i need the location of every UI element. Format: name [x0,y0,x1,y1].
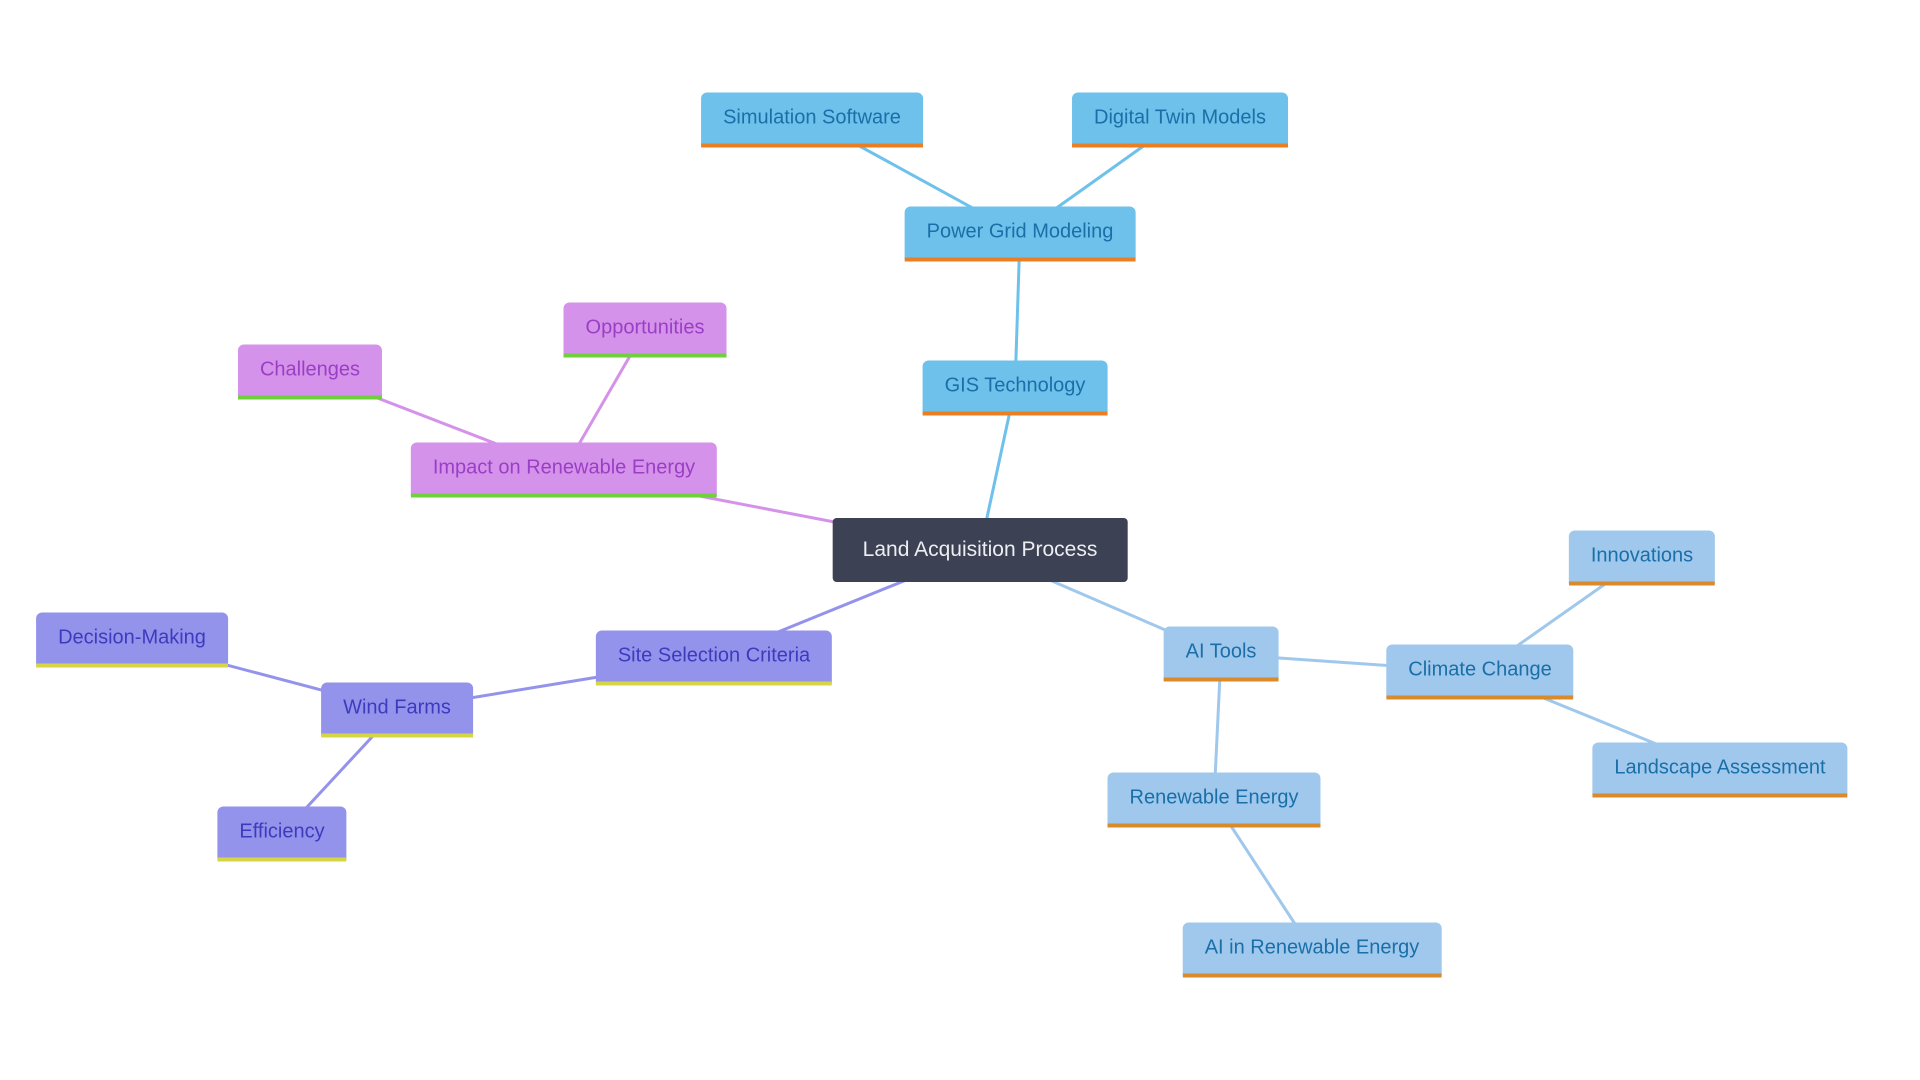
node-renewable-energy: Renewable Energy [1108,773,1321,828]
node-ai-in-renewable-energy: AI in Renewable Energy [1183,923,1442,978]
node-efficiency: Efficiency [217,807,346,862]
node-ai-tools: AI Tools [1164,627,1279,682]
node-opportunities: Opportunities [564,303,727,358]
node-decision-making: Decision-Making [36,613,228,668]
node-digital-twin-models: Digital Twin Models [1072,93,1288,148]
node-wind-farms: Wind Farms [321,683,473,738]
node-landscape-assessment: Landscape Assessment [1592,743,1847,798]
node-innovations: Innovations [1569,531,1715,586]
node-simulation-software: Simulation Software [701,93,923,148]
node-challenges: Challenges [238,345,382,400]
node-gis-technology: GIS Technology [923,361,1108,416]
node-site-selection-criteria: Site Selection Criteria [596,631,832,686]
node-power-grid-modeling: Power Grid Modeling [905,207,1136,262]
node-climate-change: Climate Change [1386,645,1573,700]
node-root: Land Acquisition Process [833,518,1128,582]
node-impact-on-renewable-energy: Impact on Renewable Energy [411,443,717,498]
mindmap-canvas: Land Acquisition Process GIS Technology … [0,0,1920,1080]
